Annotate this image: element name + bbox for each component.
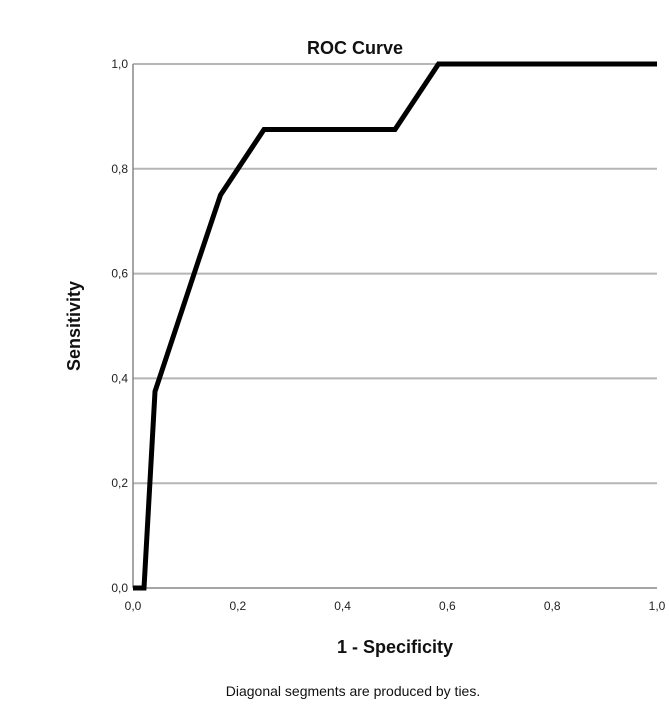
roc-curve-line: [133, 61, 657, 591]
y-tick-label: 0,4: [111, 371, 128, 385]
x-tick-label: 0,6: [439, 599, 456, 613]
y-tick-label: 0,0: [111, 581, 128, 595]
footnote: Diagonal segments are produced by ties.: [226, 683, 480, 699]
y-tick-label: 1,0: [111, 57, 128, 71]
x-tick-label: 0,2: [229, 599, 246, 613]
x-tick-label: 0,8: [544, 599, 561, 613]
x-tick-label: 0,4: [334, 599, 351, 613]
y-axis-label: Sensitivity: [64, 281, 84, 371]
y-tick-labels: 0,0 0,2 0,4 0,6 0,8 1,0: [111, 57, 128, 595]
y-tick-label: 0,8: [111, 162, 128, 176]
gridlines: [133, 63, 657, 485]
x-tick-label: 1,0: [649, 599, 666, 613]
y-tick-label: 0,6: [111, 267, 128, 281]
x-tick-label: 0,0: [125, 599, 142, 613]
series-lines: [133, 61, 657, 591]
x-axis-label: 1 - Specificity: [337, 637, 453, 657]
chart-title: ROC Curve: [307, 38, 403, 58]
x-tick-labels: 0,0 0,2 0,4 0,6 0,8 1,0: [125, 599, 666, 613]
y-tick-label: 0,2: [111, 476, 128, 490]
